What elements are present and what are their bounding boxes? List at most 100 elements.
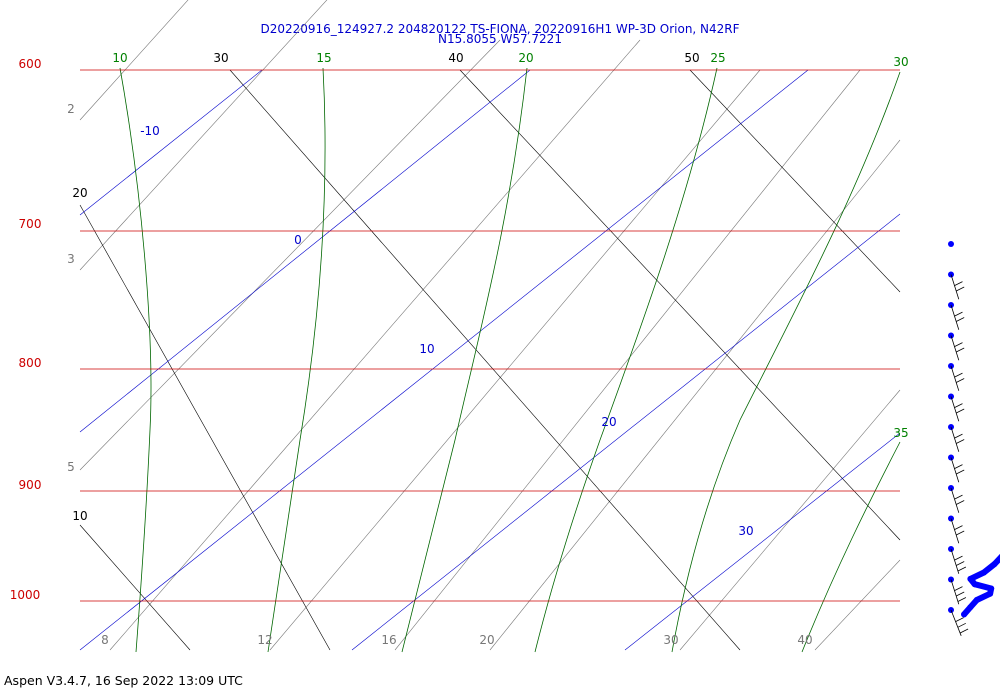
wind-barb-flag: [955, 617, 964, 622]
dewpoint-point: [988, 585, 995, 592]
dry-adiabat-label: 20: [72, 186, 87, 200]
dry-adiabat-label: 50: [684, 51, 699, 65]
wind-barb-flag: [957, 597, 967, 602]
dewpoint-point: [991, 561, 998, 567]
wind-barb-flag: [956, 347, 965, 353]
mixing-ratio-label: 8: [101, 633, 109, 647]
dewpoint-point: [987, 590, 994, 597]
wind-barb: [948, 607, 969, 636]
wind-barb-flag: [956, 530, 965, 536]
dry-adiabats: [79, 69, 901, 651]
isotherm-label: 20: [601, 415, 616, 429]
wind-barb: [948, 241, 954, 247]
wind-barb-shaft: [950, 609, 962, 636]
dewpoint-point: [971, 581, 978, 588]
wind-barb-flag: [954, 525, 963, 530]
dewpoint-point: [961, 611, 968, 618]
pressure-label: 700: [19, 217, 42, 231]
mixing-ratio-label: 20: [479, 633, 494, 647]
isotherms: [79, 69, 901, 651]
wind-barb-flag: [956, 286, 965, 292]
wind-barb-flag: [956, 378, 965, 383]
wind-barb-flag: [957, 566, 967, 572]
wind-barb-flag: [954, 281, 963, 286]
wind-barb-shaft: [950, 365, 960, 391]
wind-barb-shaft: [950, 335, 960, 361]
wind-barb: [948, 363, 965, 391]
wind-barb-shaft: [950, 304, 960, 330]
dry-adiabat-label: 30: [213, 51, 228, 65]
wind-barb-shaft: [950, 426, 960, 452]
isotherm-label: -10: [140, 124, 160, 138]
wind-barb-flag: [954, 586, 963, 591]
dewpoint-point: [967, 604, 974, 611]
wind-barb-flag: [956, 317, 965, 322]
mixing-ratio-lines: [79, 0, 901, 651]
wind-barb-flag: [954, 311, 963, 317]
wind-barb-shaft: [950, 579, 960, 605]
moist-adiabats: [119, 67, 901, 653]
moist-adiabat-label: 20: [518, 51, 533, 65]
mixing-ratio-label: 2: [67, 102, 75, 116]
wind-barb-flag: [954, 555, 963, 561]
mixing-ratio-label: 12: [257, 633, 272, 647]
dry-adiabat-label: 10: [72, 509, 87, 523]
moist-adiabat-label: 25: [710, 51, 725, 65]
mixing-ratio-label: 3: [67, 252, 75, 266]
chart-title: D20220916_124927.2 204820122 TS-FIONA, 2…: [260, 22, 739, 36]
wind-barbs: [948, 241, 969, 636]
wind-barb-flag: [954, 494, 963, 500]
pressure-label: 800: [19, 356, 42, 370]
wind-barb-shaft: [950, 457, 960, 483]
wind-barb-flag: [957, 622, 966, 628]
wind-barb: [948, 424, 965, 452]
moist-adiabat-label: 15: [316, 51, 331, 65]
pressure-label: 600: [19, 57, 42, 71]
dewpoint-line: [961, 553, 1000, 618]
wind-barb: [948, 271, 965, 300]
wind-barb: [948, 302, 965, 330]
dewpoint-point: [980, 569, 987, 576]
wind-barb-flag: [956, 469, 965, 475]
mixing-ratio-label: 30: [663, 633, 678, 647]
wind-barb-flag: [956, 561, 965, 566]
isotherm-label: 30: [738, 524, 753, 538]
wind-barb-flag: [954, 464, 963, 469]
dewpoint-point: [967, 575, 974, 582]
wind-barb-flag: [954, 433, 963, 439]
moist-adiabat-label: 35: [893, 426, 908, 440]
isotherm-label: 0: [294, 233, 302, 247]
dewpoint-point: [973, 597, 980, 603]
wind-barb: [948, 454, 965, 483]
pressure-lines: [80, 69, 900, 602]
wind-barb-flag: [954, 372, 963, 378]
wind-barb-shaft: [950, 274, 960, 300]
wind-barb-flag: [956, 408, 965, 414]
wind-barb-flag: [956, 500, 965, 505]
wind-barb-shaft: [950, 518, 960, 544]
wind-barb: [948, 546, 967, 574]
dry-adiabat-label: 40: [448, 51, 463, 65]
pressure-label: 900: [19, 478, 42, 492]
wind-barb-station: [948, 241, 954, 247]
wind-barb: [948, 485, 965, 513]
isotherm-label: 10: [419, 342, 434, 356]
wind-barb: [948, 393, 965, 422]
wind-barb: [948, 332, 965, 361]
wind-barb: [948, 576, 967, 605]
wind-barb-flag: [959, 628, 969, 634]
wind-barb-flag: [956, 591, 965, 597]
mixing-ratio-label: 16: [381, 633, 396, 647]
mixing-ratio-label: 5: [67, 460, 75, 474]
moist-adiabat-label: 10: [112, 51, 127, 65]
dewpoint-trace: [961, 553, 1000, 618]
wind-barb-flag: [956, 439, 965, 444]
wind-barb-flag: [954, 342, 963, 347]
footer-version: Aspen V3.4.7, 16 Sep 2022 13:09 UTC: [4, 673, 243, 688]
wind-barb-shaft: [950, 487, 960, 513]
pressure-label: 1000: [10, 588, 41, 602]
mixing-ratio-label: 40: [797, 633, 812, 647]
chart-subtitle: N15.8055 W57.7221: [438, 32, 562, 46]
wind-barb-flag: [954, 403, 963, 408]
